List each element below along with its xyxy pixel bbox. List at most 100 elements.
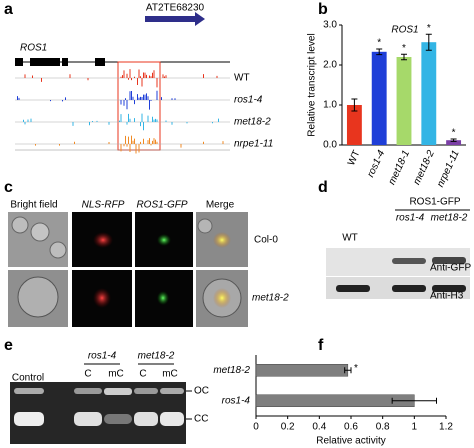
y-tick-label: 2.0 [323,60,337,71]
band [14,388,44,394]
row-label: met18-2 [252,293,289,304]
gene-name: ROS1 [20,43,47,54]
signal [93,232,113,248]
column-header: Bright field [10,200,57,211]
x-tick-label: 1.2 [439,422,453,433]
microscopy: Bright field NLS-RFP ROS1-GFP Merge Col-… [8,200,289,327]
bar [396,57,412,145]
error-bar [401,53,407,61]
lane-label: WT [342,233,358,244]
band [336,285,370,292]
x-tick-label: ros1-4 [365,148,387,179]
error-bar [450,138,457,142]
cell [17,276,59,318]
signal [157,291,169,305]
signal [213,232,231,248]
track-label: nrpe1-11 [234,139,273,150]
lane-label: mC [162,369,178,380]
track-signal [23,113,219,131]
x-tick-label: 0.4 [312,422,326,433]
bar [255,394,415,407]
genome-browser: AT2TE68230 ROS1 WT ros1-4 met18-2 nrpe1-11 [15,3,273,154]
significance: * [402,43,406,54]
group-label: ROS1-GFP [409,197,460,208]
track-label: WT [234,73,250,84]
x-tick-label: 0.2 [281,422,295,433]
significance: * [377,38,381,49]
cell [11,216,29,234]
lane-label: met18-2 [431,213,468,224]
signal [157,234,171,246]
signal [213,288,231,308]
band [160,412,184,426]
y-tick-label: 1.0 [323,100,337,111]
signal [93,288,111,308]
band-label: OC [194,386,209,397]
gel: Control ros1-4 met18-2 C mC C mC OC CC [10,351,209,444]
te-name: AT2TE68230 [146,3,205,14]
band [432,285,466,292]
x-tick-label: 1 [412,422,418,433]
x-tick-label: WT [346,149,363,168]
te-arrow [145,12,205,26]
x-tick-label: met18-1 [387,149,412,187]
band [134,388,158,394]
error-bar [425,33,432,51]
significance: * [354,363,358,374]
cell [30,222,50,242]
lane-label: ros1-4 [396,213,425,224]
group-label: ros1-4 [88,351,117,362]
x-tick-label: met18-2 [411,148,437,186]
x-tick-label: 0.6 [344,422,358,433]
panel-label: f [318,337,324,354]
error-bar [344,367,352,374]
cell [197,218,213,234]
x-tick-label: 0 [253,422,259,433]
track-label: met18-2 [234,117,271,128]
panel-label: a [4,1,13,18]
cell [49,241,67,259]
row-label: Col-0 [254,235,278,246]
blot-label: Anti-GFP [430,263,471,274]
group-label: met18-2 [138,351,175,362]
band [14,412,44,426]
y-tick-label: met18-2 [213,365,250,376]
column-header: ROS1-GFP [136,200,187,211]
significance: * [452,128,456,139]
column-header: NLS-RFP [82,200,125,211]
error-bar [376,48,383,56]
column-header: Merge [206,200,235,211]
track-signal [17,90,176,110]
y-axis-label: Relative transcript level [307,33,318,136]
y-tick-label: 0.0 [323,140,337,151]
track-signal [35,135,224,154]
band [104,388,132,395]
x-axis-label: Relative activity [316,436,385,447]
y-tick-label: ros1-4 [222,395,251,406]
lane-label: C [139,369,146,380]
band [74,412,102,426]
lane-label: Control [12,373,44,384]
exon [62,58,68,66]
track-signal [24,69,218,88]
band [392,285,426,292]
track-label: ros1-4 [234,95,263,106]
exon [30,58,60,66]
band [104,414,132,424]
chart-title: ROS1 [391,25,418,36]
band [432,257,466,264]
error-bar [391,397,437,404]
error-bar [351,98,358,112]
western-blot: ROS1-GFP WT ros1-4 met18-2 [326,197,470,299]
x-tick-label: nrpe1-11 [435,149,462,189]
bar [421,42,437,146]
bar [255,364,349,377]
bar [446,140,462,145]
band [134,412,158,426]
blot-label: Anti-H3 [430,291,464,302]
panel-label: d [318,179,328,196]
lane-label: mC [108,369,124,380]
exon [15,58,23,66]
significance: * [427,23,431,34]
